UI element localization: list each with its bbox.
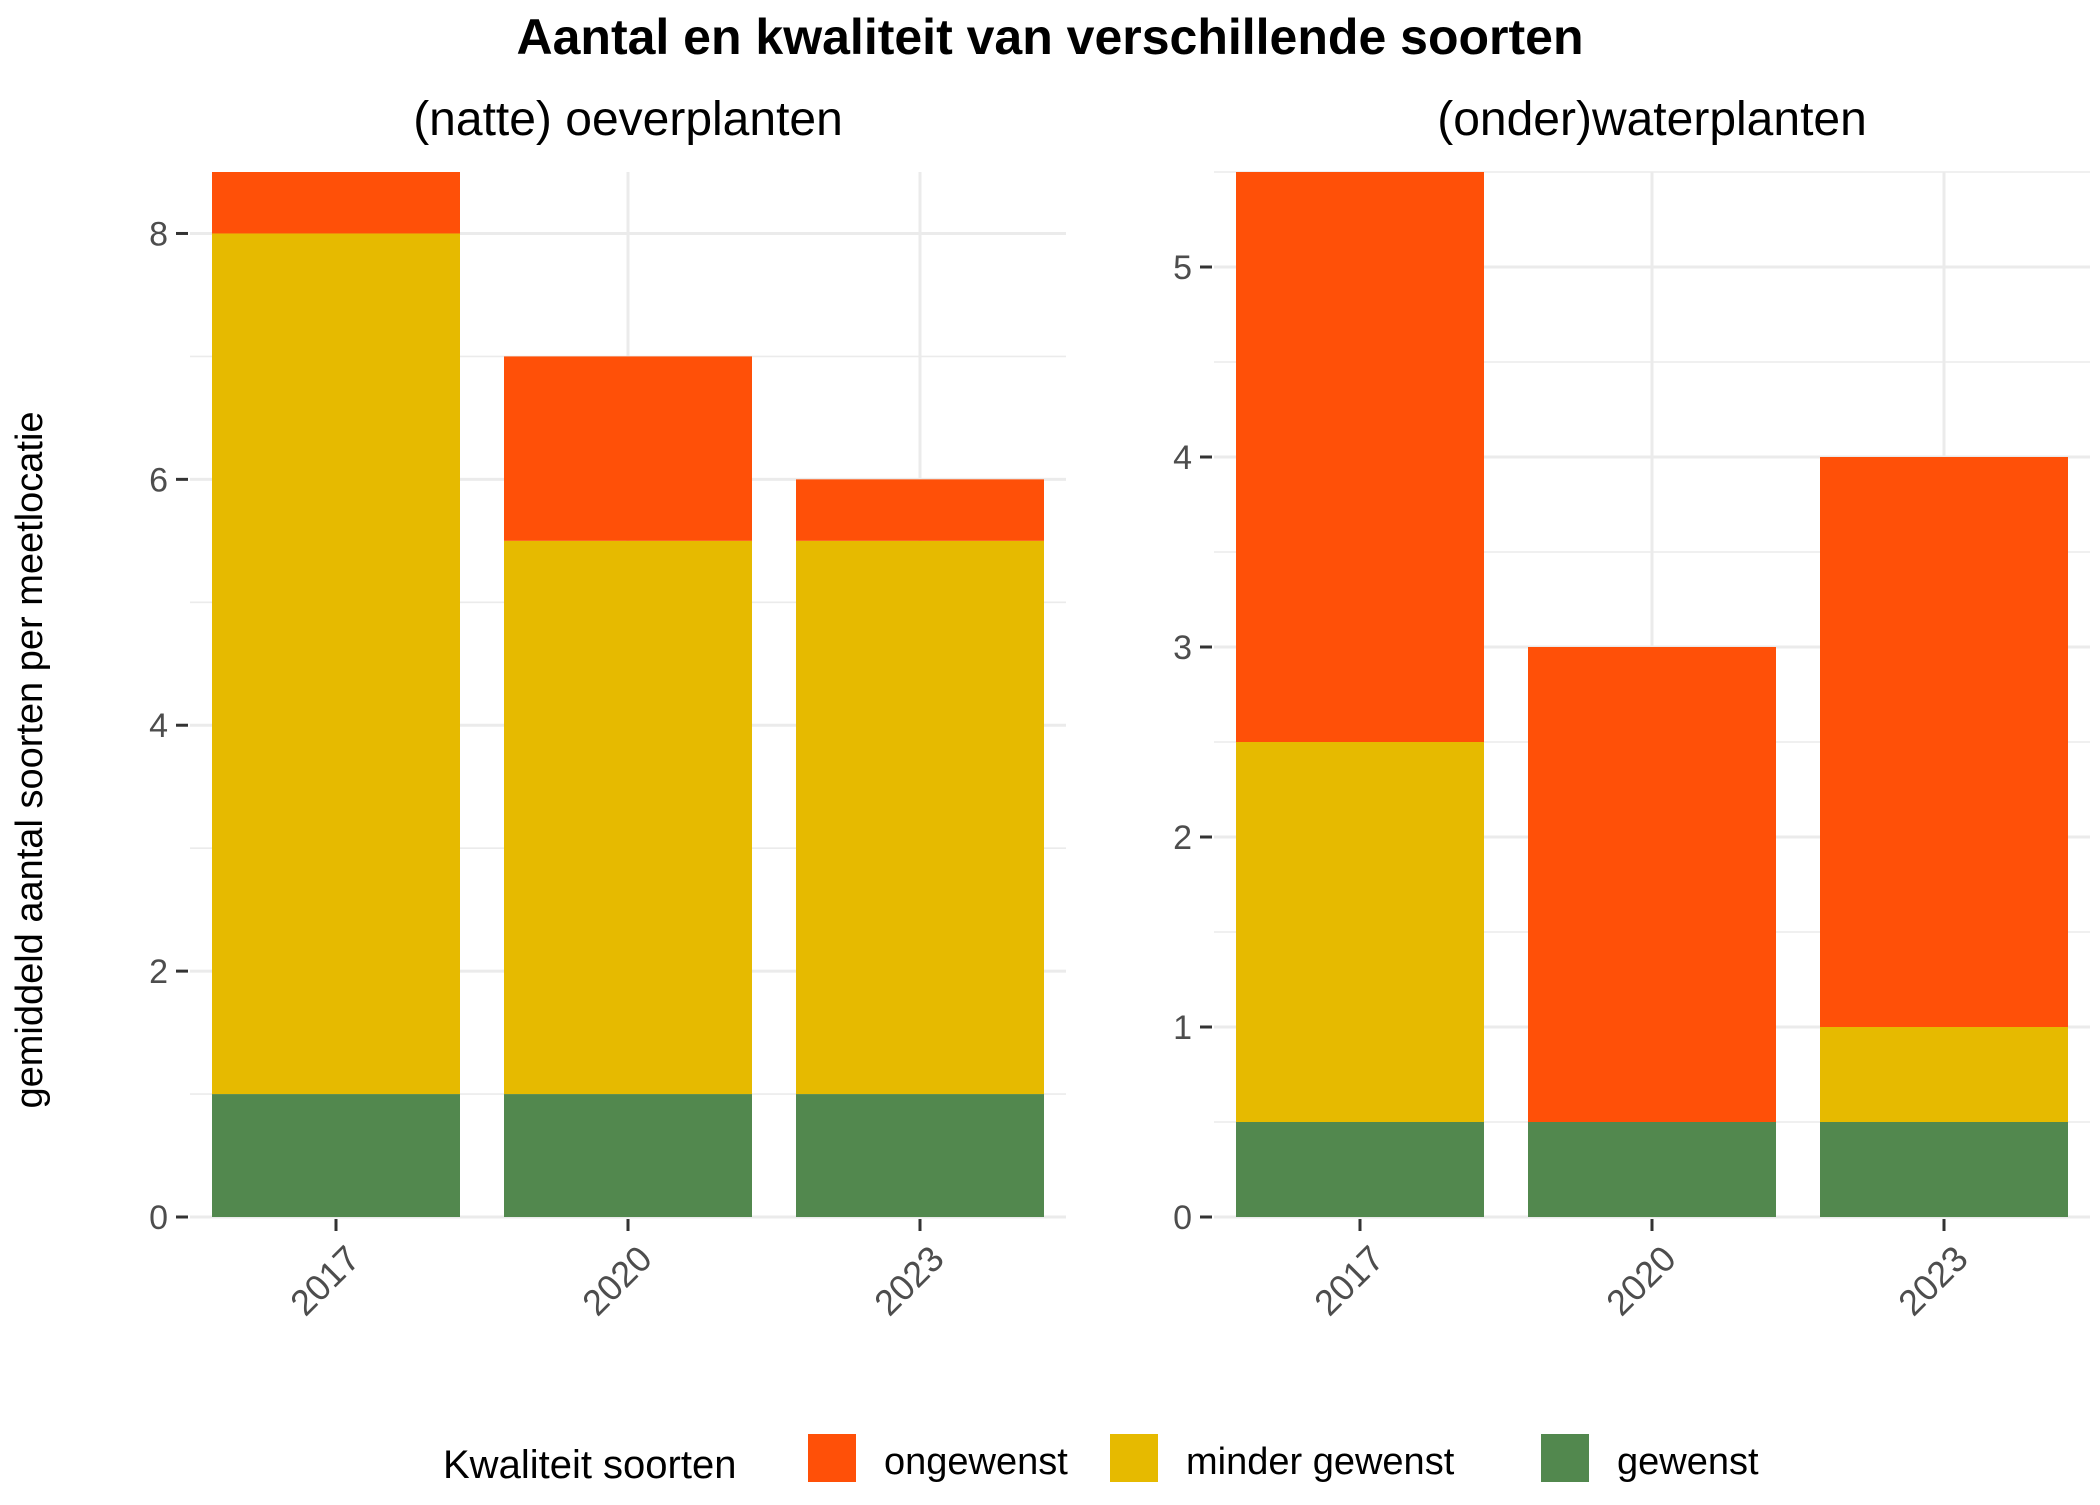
legend-swatch: [1110, 1434, 1158, 1482]
bar-gewenst-2023: [796, 1094, 1044, 1217]
legend-item-minder-gewenst: minder gewenst: [1110, 1434, 1455, 1483]
chart-title: Aantal en kwaliteit van verschillende so…: [516, 9, 1583, 65]
bar-minder-gewenst-2017: [212, 233, 460, 1095]
legend-label: minder gewenst: [1186, 1441, 1455, 1483]
bar-ongewenst-2023: [796, 479, 1044, 541]
bar-minder-gewenst-2017: [1236, 742, 1484, 1122]
legend-label: gewenst: [1617, 1441, 1759, 1483]
bar-minder-gewenst-2023: [796, 540, 1044, 1095]
legend: Kwaliteit soorten ongewenst minder gewens…: [443, 1434, 1759, 1487]
y-tick-label: 2: [149, 953, 168, 991]
legend-swatch: [1541, 1434, 1589, 1482]
x-axis: 2017 2020 2023: [282, 1219, 952, 1323]
x-tick-label: 2017: [282, 1238, 368, 1324]
bar-ongewenst-2023: [1820, 457, 2068, 1027]
y-axis: 0 1 2 3 4 5: [1173, 249, 1212, 1237]
y-tick-label: 3: [1173, 629, 1192, 667]
bars: [212, 172, 1044, 1217]
x-tick-label: 2017: [1306, 1238, 1392, 1324]
x-tick-label: 2020: [574, 1238, 660, 1324]
y-tick-label: 4: [1173, 439, 1192, 477]
bar-ongewenst-2020: [504, 356, 752, 541]
bar-gewenst-2023: [1820, 1122, 2068, 1217]
legend-title: Kwaliteit soorten: [443, 1443, 736, 1487]
bar-ongewenst-2020: [1528, 647, 1776, 1122]
legend-item-gewenst: gewenst: [1541, 1434, 1759, 1483]
bar-ongewenst-2017: [1236, 172, 1484, 742]
facet-panel-2: (onder)waterplanten 0 1 2 3 4 5 2017 2020 2023: [1173, 93, 2090, 1323]
bars: [1236, 172, 2068, 1217]
x-axis: 2017 2020 2023: [1306, 1219, 1976, 1323]
bar-minder-gewenst-2023: [1820, 1027, 2068, 1122]
y-axis-label: gemiddeld aantal soorten per meetlocatie: [9, 411, 51, 1108]
bar-gewenst-2020: [1528, 1122, 1776, 1217]
bar-ongewenst-2017: [212, 172, 460, 234]
y-tick-label: 4: [149, 707, 168, 745]
x-tick-label: 2023: [866, 1238, 952, 1324]
panel-title: (onder)waterplanten: [1437, 93, 1867, 146]
y-tick-label: 8: [149, 215, 168, 253]
y-tick-label: 6: [149, 461, 168, 499]
legend-label: ongewenst: [884, 1441, 1068, 1483]
y-tick-label: 2: [1173, 819, 1192, 857]
bar-gewenst-2017: [212, 1094, 460, 1217]
bar-gewenst-2020: [504, 1094, 752, 1217]
bar-gewenst-2017: [1236, 1122, 1484, 1217]
facet-panel-1: (natte) oeverplanten 0 2 4 6 8 2017 2020 2023: [149, 93, 1066, 1323]
bar-minder-gewenst-2020: [504, 540, 752, 1095]
x-tick-label: 2023: [1890, 1238, 1976, 1324]
y-axis: 0 2 4 6 8: [149, 215, 188, 1237]
legend-items: ongewenst minder gewenst gewenst: [808, 1434, 1759, 1483]
y-tick-label: 0: [1173, 1199, 1192, 1237]
x-tick-label: 2020: [1598, 1238, 1684, 1324]
legend-item-ongewenst: ongewenst: [808, 1434, 1068, 1483]
panel-title: (natte) oeverplanten: [413, 93, 843, 146]
y-tick-label: 0: [149, 1199, 168, 1237]
y-tick-label: 1: [1173, 1009, 1192, 1047]
legend-swatch: [808, 1434, 856, 1482]
y-tick-label: 5: [1173, 249, 1192, 287]
